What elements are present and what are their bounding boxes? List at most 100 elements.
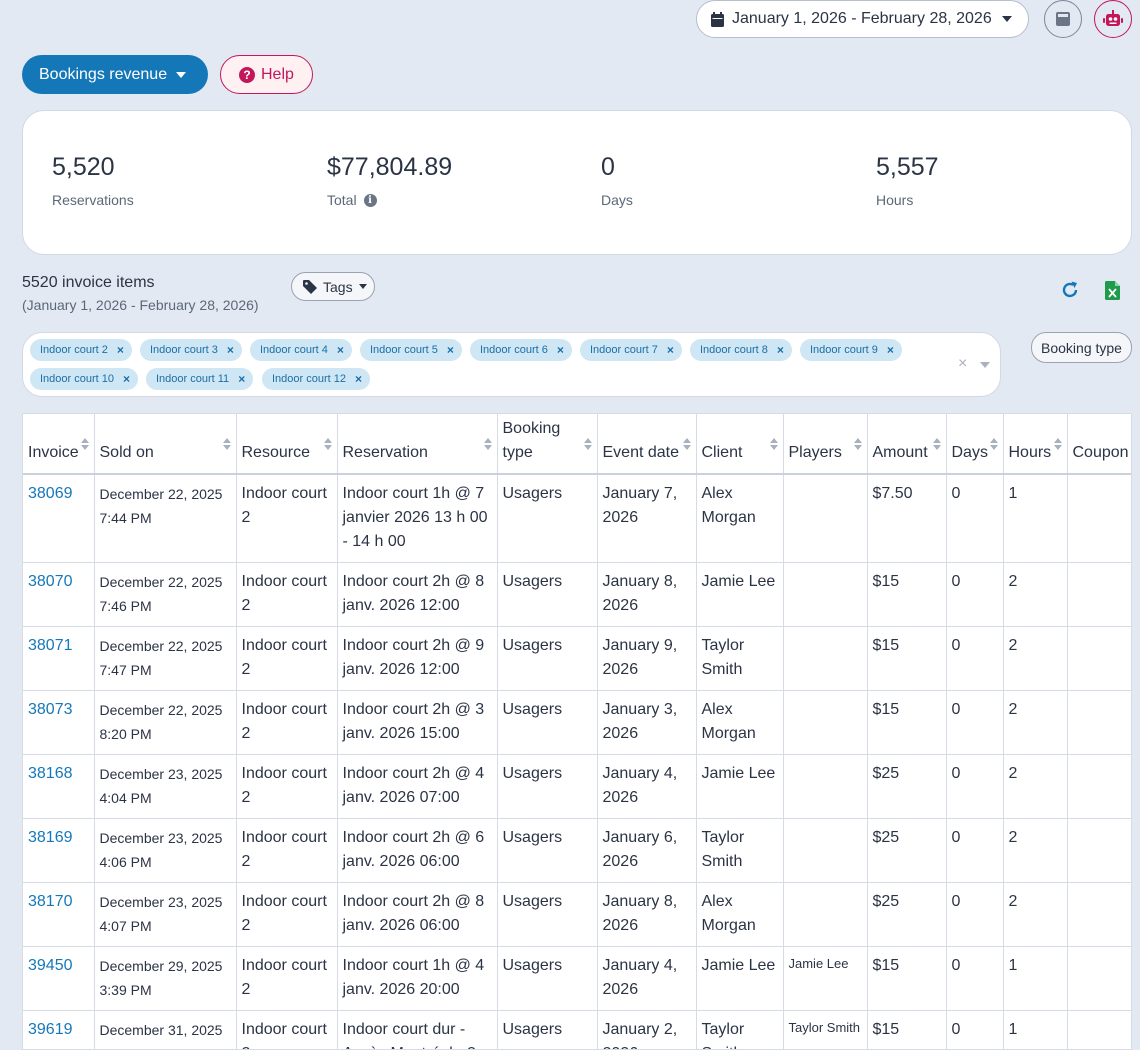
cell-coupon [1067,946,1131,1011]
sidebar-toggle-button[interactable] [1044,0,1082,38]
column-header[interactable]: Sold on [94,414,237,475]
sort-icon[interactable] [682,437,691,451]
invoice-link[interactable]: 38073 [28,701,73,718]
cell-invoice: 38168 [23,754,95,819]
cell-amount: $15 [867,1010,947,1049]
column-header[interactable]: Hours [1003,414,1068,475]
cell-days: 0 [946,562,1004,627]
invoice-items-count: 5520 invoice items [22,274,155,291]
remove-chip-icon[interactable]: × [556,343,564,357]
cell-players: Jamie Lee [783,946,868,1011]
invoice-link[interactable]: 39619 [28,1021,73,1038]
column-header[interactable]: Coupon [1067,414,1131,475]
chevron-down-icon [358,284,367,289]
cell-booking-type: Usagers [497,818,598,883]
sort-icon[interactable] [80,437,89,451]
column-header[interactable]: Reservation [337,414,498,475]
sort-icon[interactable] [989,437,998,451]
sort-icon[interactable] [932,437,941,451]
sort-icon[interactable] [323,437,332,451]
cell-event-date: January 7, 2026 [597,474,697,563]
sort-icon[interactable] [1053,437,1062,451]
cell-reservation: Indoor court 1h @ 4 janv. 2026 20:00 [337,946,498,1011]
filter-chip-label: Indoor court 3 [150,344,218,356]
sort-icon[interactable] [222,437,231,451]
cell-coupon [1067,690,1131,755]
report-selector-button[interactable]: Bookings revenue [22,55,208,94]
cell-sold-on: December 22, 2025 7:44 PM [94,474,237,563]
filter-chip: Indoor court 7 × [580,339,682,361]
remove-chip-icon[interactable]: × [446,343,454,357]
invoice-link[interactable]: 39450 [28,957,73,974]
column-header[interactable]: Resource [236,414,338,475]
stat-label: Total [327,192,357,208]
remove-chip-icon[interactable]: × [116,343,124,357]
cell-days: 0 [946,882,1004,947]
column-header[interactable]: Amount [867,414,947,475]
invoice-link[interactable]: 38168 [28,765,73,782]
cell-event-date: January 8, 2026 [597,562,697,627]
cell-coupon [1067,562,1131,627]
cell-amount: $25 [867,754,947,819]
remove-chip-icon[interactable]: × [776,343,784,357]
cell-event-date: January 4, 2026 [597,946,697,1011]
filter-chip: Indoor court 4 × [250,339,352,361]
sort-icon[interactable] [769,437,778,451]
cell-resource: Indoor court 2 [236,1010,338,1049]
column-header[interactable]: Days [946,414,1004,475]
table-row: 38170 December 23, 2025 4:07 PM Indoor cou… [23,882,1131,947]
cell-event-date: January 3, 2026 [597,690,697,755]
cell-booking-type: Usagers [497,882,598,947]
sort-icon[interactable] [483,437,492,451]
refresh-icon[interactable] [1060,280,1080,300]
cell-players [783,690,868,755]
remove-chip-icon[interactable]: × [886,343,894,357]
summary-card: 5,520 Reservations $77,804.89 Total i 0 D… [22,110,1132,255]
assistant-button[interactable] [1094,0,1132,38]
cell-sold-on: December 31, 2025 1:32 AM [94,1010,237,1049]
table-row: 38070 December 22, 2025 7:46 PM Indoor cou… [23,562,1131,627]
stat-label: Hours [876,192,914,208]
column-header[interactable]: Client [696,414,784,475]
booking-type-button[interactable]: Booking type [1031,332,1132,363]
remove-chip-icon[interactable]: × [666,343,674,357]
date-range-picker[interactable]: January 1, 2026 - February 28, 2026 [696,0,1029,38]
info-icon[interactable]: i [363,193,377,207]
clear-filter-icon[interactable]: × [958,355,968,372]
filter-chip-label: Indoor court 9 [810,344,878,356]
remove-chip-icon[interactable]: × [123,372,131,386]
invoice-link[interactable]: 38070 [28,573,73,590]
cell-invoice: 39450 [23,946,95,1011]
remove-chip-icon[interactable]: × [226,343,234,357]
cell-client: Alex Morgan [696,474,784,563]
help-button[interactable]: ? Help [220,55,313,94]
cell-amount: $25 [867,882,947,947]
chevron-down-icon[interactable] [980,362,990,368]
invoice-link[interactable]: 38169 [28,829,73,846]
column-header[interactable]: Invoice [23,414,95,475]
invoice-link[interactable]: 38170 [28,893,73,910]
invoice-link[interactable]: 38071 [28,637,73,654]
remove-chip-icon[interactable]: × [336,343,344,357]
cell-reservation: Indoor court 2h @ 6 janv. 2026 06:00 [337,818,498,883]
excel-export-icon[interactable] [1105,281,1120,300]
column-header[interactable]: Players [783,414,868,475]
table-row: 38168 December 23, 2025 4:04 PM Indoor cou… [23,754,1131,819]
cell-client: Jamie Lee [696,946,784,1011]
remove-chip-icon[interactable]: × [355,372,363,386]
invoice-link[interactable]: 38069 [28,485,73,502]
filter-chip: Indoor court 2 × [30,339,132,361]
column-header-label: Amount [872,444,928,461]
cell-client: Jamie Lee [696,562,784,627]
cell-amount: $25 [867,818,947,883]
chevron-down-icon [176,71,187,78]
robot-icon [1103,10,1123,26]
column-header[interactable]: Booking type [497,414,598,475]
tags-button[interactable]: Tags [291,272,375,301]
cell-reservation: Indoor court 2h @ 8 janv. 2026 12:00 [337,562,498,627]
sort-icon[interactable] [853,437,862,451]
sort-icon[interactable] [583,437,592,451]
column-header-label: Sold on [99,444,154,461]
remove-chip-icon[interactable]: × [238,372,246,386]
column-header[interactable]: Event date [597,414,697,475]
